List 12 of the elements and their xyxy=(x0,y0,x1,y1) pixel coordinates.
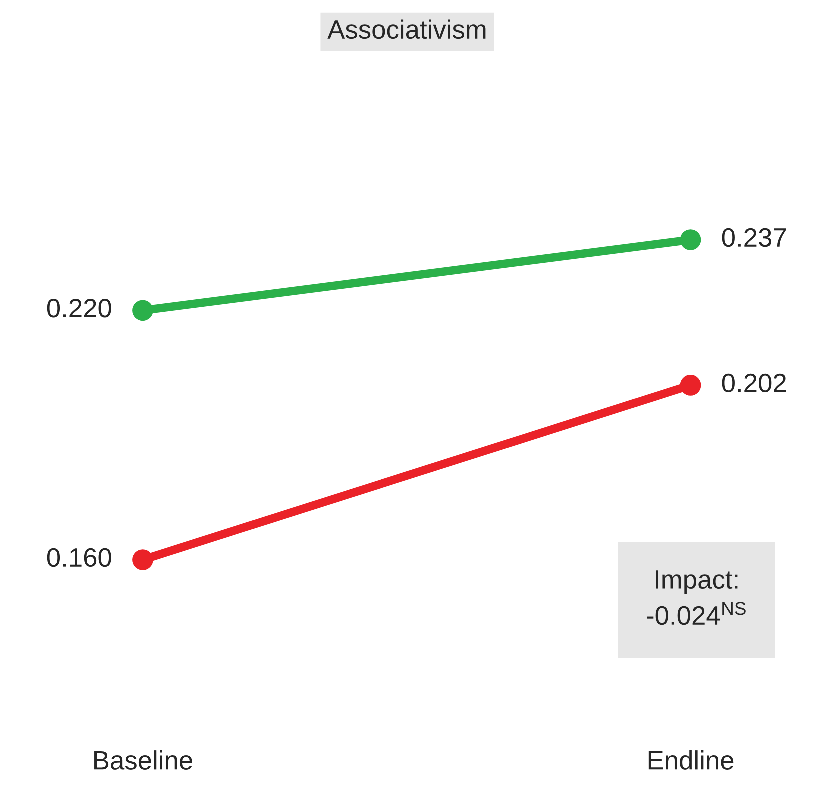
data-label: 0.160 xyxy=(47,548,112,568)
text: Impact: -0.024$^{NS}$ xyxy=(647,570,746,626)
point xyxy=(680,230,702,250)
data-label: 0.220 xyxy=(47,299,112,318)
chart-title: Associativism xyxy=(328,20,486,40)
data-label: 0.237 xyxy=(722,228,786,248)
data-label: 0.202 xyxy=(722,374,786,393)
point xyxy=(132,300,154,322)
point xyxy=(680,375,702,396)
x-tick-label: Baseline xyxy=(94,750,192,770)
x-tick-label: Endline xyxy=(648,750,734,770)
point xyxy=(132,550,154,570)
